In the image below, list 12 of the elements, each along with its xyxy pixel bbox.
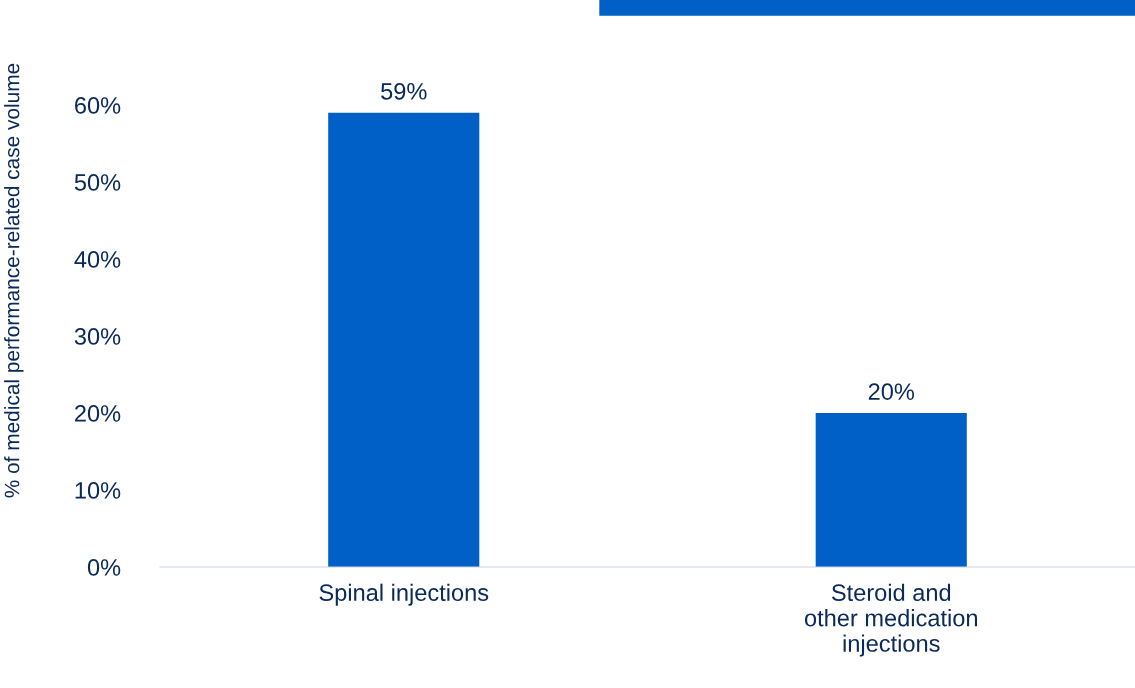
y-tick-label: 10%	[75, 482, 121, 499]
data-label: 20%	[868, 383, 915, 400]
y-axis-title: % of medical performance-related case volume	[4, 63, 24, 498]
data-label: 59%	[381, 82, 427, 100]
y-tick-label: 50%	[74, 174, 121, 191]
y-tick-label: 60%	[75, 97, 121, 114]
y-tick-label: 20%	[75, 405, 121, 422]
y-tick-label: 0%	[87, 559, 121, 576]
y-tick-label: 40%	[74, 251, 121, 268]
x-tick-label: Steroid and other medication injections	[804, 583, 977, 657]
y-tick-label: 30%	[74, 328, 121, 345]
x-tick-label: Spinal injections	[319, 583, 489, 606]
